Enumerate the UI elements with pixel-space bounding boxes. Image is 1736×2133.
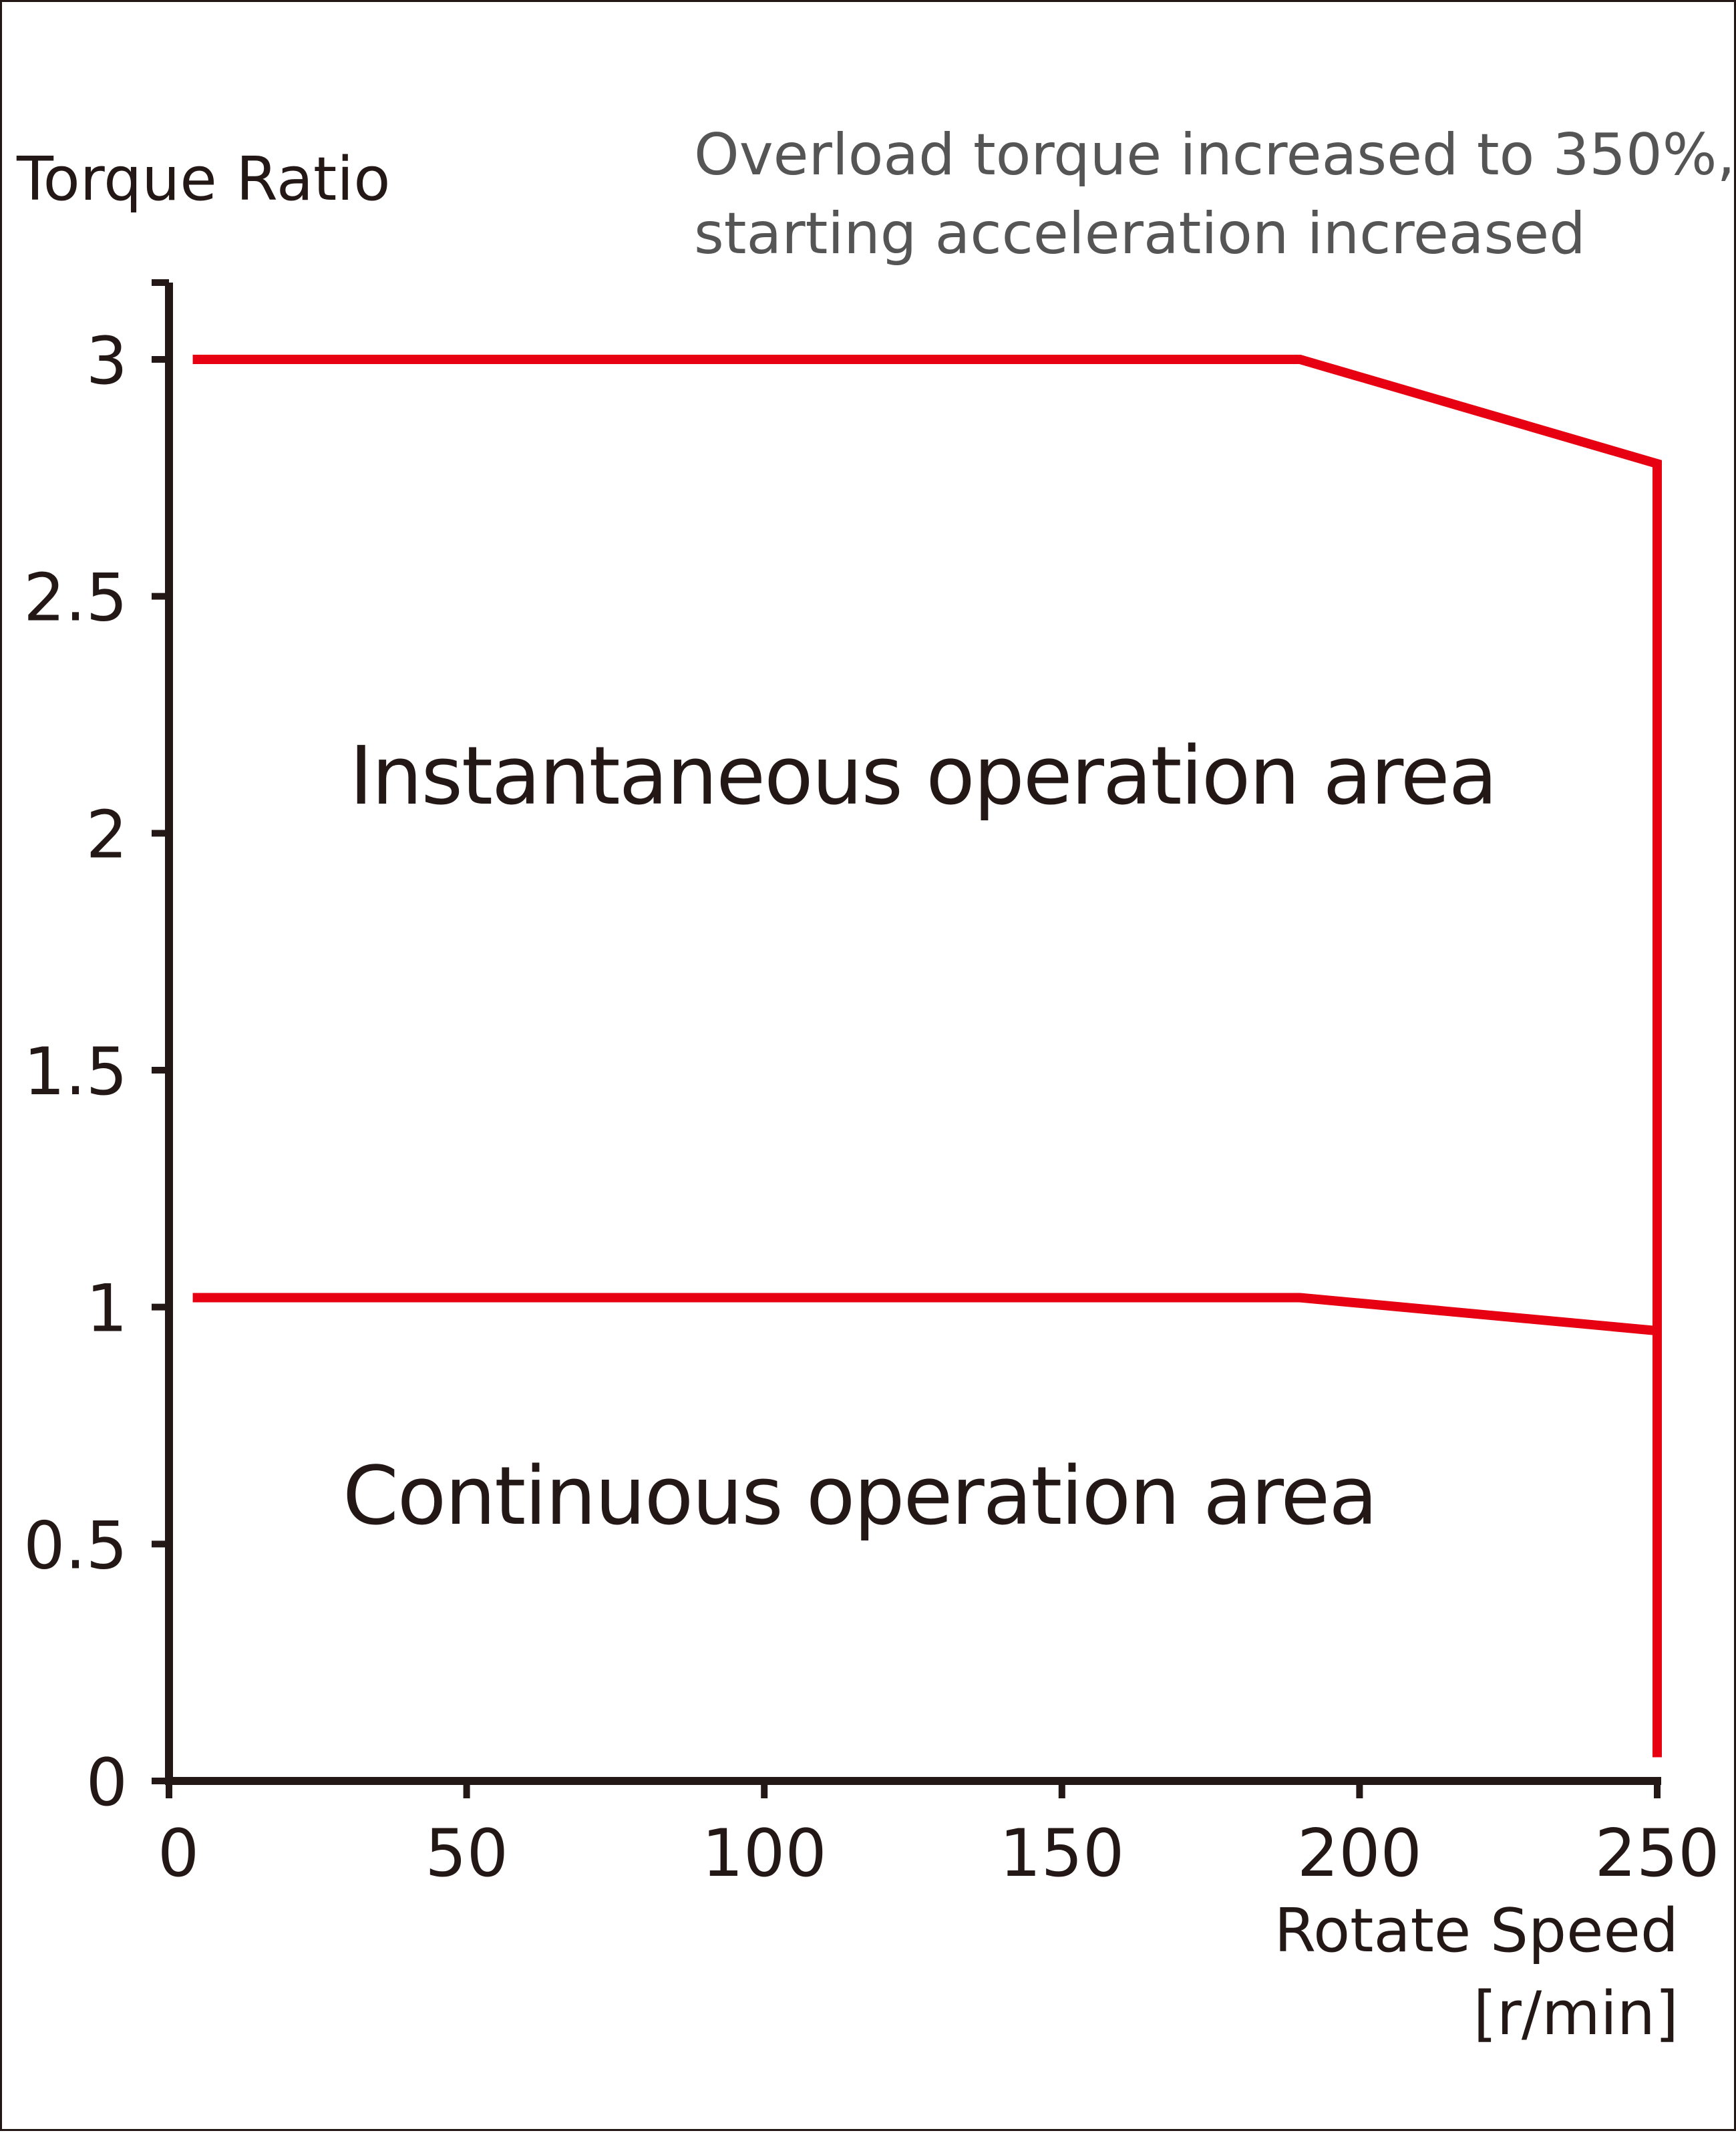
axes [165, 283, 1661, 1785]
instantaneous-area-label: Instantaneous operation area [349, 730, 1496, 823]
x-tick-label: 200 [1297, 1816, 1422, 1892]
x-tick-label: 150 [999, 1816, 1124, 1892]
x-tick-label: 250 [1594, 1816, 1719, 1892]
y-tick-label: 3 [86, 323, 128, 399]
x-ticks: 0 50 100 150 200 250 [158, 1781, 1720, 1892]
y-tick-label: 1 [86, 1271, 128, 1347]
y-axis-title: Torque Ratio [16, 144, 390, 214]
continuous-limit-line [192, 1293, 1658, 1336]
annotation-line-2: starting acceleration increased [694, 200, 1586, 267]
x-tick-label: 100 [702, 1816, 827, 1892]
series-group [192, 355, 1662, 1758]
x-tick-label: 50 [425, 1816, 508, 1892]
continuous-area-label: Continuous operation area [343, 1450, 1377, 1543]
x-tick-label: 0 [158, 1816, 199, 1892]
y-tick-label: 0 [86, 1745, 128, 1821]
y-tick-label: 2 [86, 797, 128, 873]
annotation-line-1: Overload torque increased to 350%, [694, 122, 1735, 188]
y-ticks: 0 0.5 1 1.5 2 2.5 3 [23, 279, 169, 1821]
y-tick-label: 2.5 [23, 560, 128, 637]
y-tick-label: 1.5 [23, 1034, 128, 1110]
y-tick-label: 0.5 [23, 1508, 128, 1584]
x-axis-title-line-1: Rotate Speed [1274, 1896, 1679, 1966]
x-axis-title-line-2: [r/min] [1473, 1979, 1679, 2049]
instantaneous-limit-line [192, 355, 1662, 1758]
